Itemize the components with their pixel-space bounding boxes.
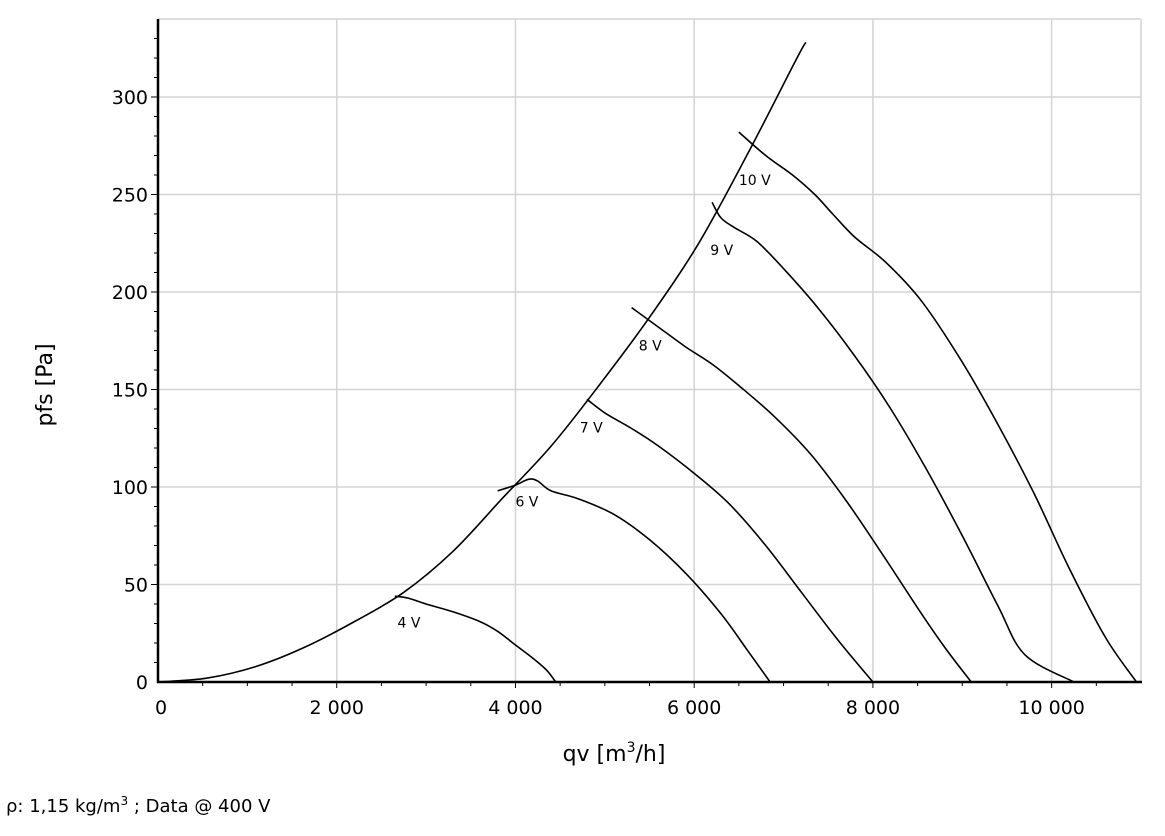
footnote-supply-voltage: ; Data @ 400 V: [128, 796, 271, 817]
footnote-density-unit-exponent: 3: [120, 794, 129, 808]
curve-9v: [711, 201, 1075, 683]
curve-6v: [497, 478, 771, 683]
curve-label: 7 V: [580, 420, 603, 436]
curve-7v: [586, 398, 874, 683]
curve-system: [157, 41, 807, 683]
x-tick-label: 8 000: [846, 697, 900, 719]
x-tick-label: 2 000: [310, 697, 364, 719]
curve-10v: [738, 131, 1138, 683]
tick-labels: 0 2 000 4 000 6 000 8 000 10 000 0 50 100 150 200 2…: [112, 87, 1085, 719]
x-tick-label: 6 000: [667, 697, 721, 719]
curve-label: 9 V: [710, 243, 733, 259]
y-tick-label: 200: [112, 282, 148, 304]
y-tick-label: 150: [112, 380, 148, 402]
axes: [151, 19, 1142, 688]
curve-labels: 4 V 6 V 7 V 8 V 9 V 10 V: [397, 173, 771, 632]
y-tick-label: 50: [124, 575, 148, 597]
y-axis-title: pfs [Pa]: [33, 343, 58, 426]
curve-label: 10 V: [739, 173, 771, 189]
curve-label: 6 V: [515, 495, 538, 511]
y-tick-label: 250: [112, 185, 148, 207]
y-tick-label: 100: [112, 477, 148, 499]
curve-8v: [631, 306, 972, 683]
y-tick-label: 300: [112, 87, 148, 109]
x-axis-title: qv [m3/h]: [563, 740, 666, 767]
x-tick-label: 4 000: [488, 697, 542, 719]
footnote: ρ: 1,15 kg/m3 ; Data @ 400 V: [6, 794, 270, 817]
curve-4v: [394, 595, 557, 683]
curve-label: 8 V: [639, 339, 662, 355]
x-tick-label: 0: [155, 697, 167, 719]
curve-label: 4 V: [397, 615, 420, 631]
fan-performance-chart: 4 V 6 V 7 V 8 V 9 V 10 V 0 2 000 4 000 6 000 8 00…: [33, 18, 1142, 767]
y-tick-label: 0: [136, 672, 148, 694]
grid-lines: [158, 18, 1142, 682]
curves: [157, 41, 1138, 683]
footnote-density: ρ: 1,15 kg/m: [6, 796, 121, 817]
x-tick-label: 10 000: [1018, 697, 1084, 719]
